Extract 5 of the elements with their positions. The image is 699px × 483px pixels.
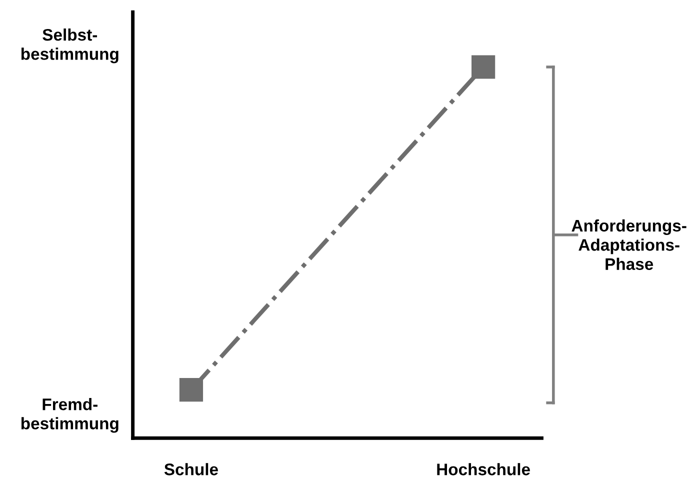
x-tick-label: Schule <box>164 463 218 476</box>
x-tick-label: Hochschule <box>437 463 530 476</box>
text: Fremd- bestimmung <box>21 398 118 433</box>
text: Selbst- bestimmung <box>21 28 118 64</box>
text: Anforderungs- Adaptations- Phase <box>572 219 686 270</box>
